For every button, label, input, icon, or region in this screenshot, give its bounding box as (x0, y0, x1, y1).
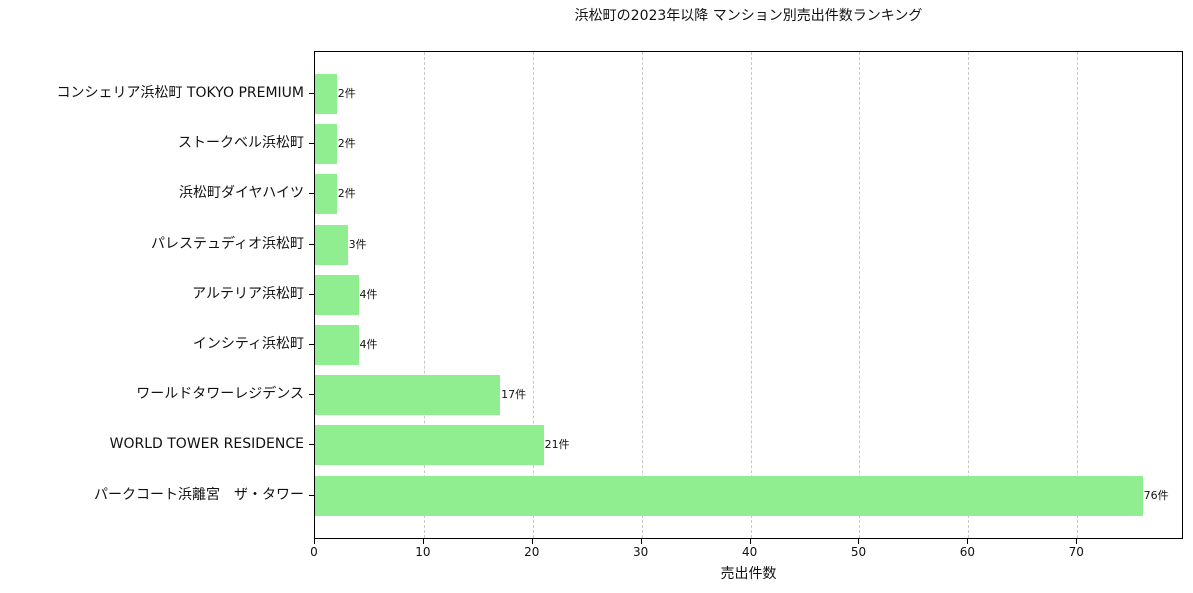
bar-value-label: 2件 (337, 87, 356, 100)
bar-value-label: 4件 (359, 287, 378, 301)
gridline (859, 52, 861, 538)
y-tick-label: パークコート浜離宮 ザ・タワー (94, 486, 304, 503)
bar (315, 325, 359, 365)
bar (315, 475, 1143, 516)
gridline (641, 52, 643, 538)
y-tick-label: コンシェリア浜松町 TOKYO PREMIUM (56, 85, 304, 101)
x-tick-label: 40 (741, 545, 758, 559)
bar-value-label: 21件 (544, 438, 570, 452)
bar (315, 74, 337, 114)
y-tick-label: ストークベル浜松町 (178, 135, 304, 152)
x-tick-label: 50 (850, 545, 867, 559)
x-tick-label: 0 (310, 545, 318, 559)
y-tick-label: アルテリア浜松町 (192, 285, 304, 302)
bar (315, 224, 348, 265)
x-tick (314, 539, 315, 544)
x-tick-label: 20 (524, 545, 540, 559)
x-tick (640, 539, 642, 544)
x-tick-label: 10 (415, 545, 431, 559)
bar-value-label: 2件 (337, 137, 356, 151)
y-tick (309, 394, 314, 396)
bar (315, 425, 544, 466)
gridline (423, 52, 425, 538)
y-tick-label: パレステュディオ浜松町 (150, 235, 304, 252)
x-tick (967, 539, 969, 544)
x-tick (422, 539, 424, 544)
bar-value-label: 17件 (501, 388, 527, 402)
bar-value-label: 3件 (348, 237, 367, 251)
y-tick (309, 293, 314, 295)
gridline (750, 52, 752, 538)
x-axis-label: 売出件数 (720, 566, 777, 582)
x-tick-label: 60 (959, 545, 976, 559)
y-tick-label: 浜松町ダイヤハイツ (178, 185, 304, 202)
y-tick-label: WORLD TOWER RESIDENCE (109, 436, 304, 453)
bar (315, 124, 337, 165)
bar-value-label: 4件 (359, 338, 378, 351)
y-tick-label: ワールドタワーレジデンス (136, 386, 304, 403)
chart-title: 浜松町の2023年以降 マンション別売出件数ランキング (574, 8, 923, 24)
bar-value-label: 2件 (337, 187, 356, 201)
bar (315, 274, 359, 315)
y-tick (309, 444, 314, 446)
y-tick (309, 344, 314, 345)
x-tick (858, 539, 860, 544)
y-tick (309, 494, 314, 496)
x-tick (1076, 539, 1078, 544)
x-tick (531, 539, 533, 544)
y-tick (309, 93, 314, 94)
gridline (1077, 52, 1079, 538)
x-tick (749, 539, 751, 544)
y-tick (309, 243, 314, 245)
gridline (532, 52, 534, 538)
bar (315, 174, 337, 215)
y-tick (309, 193, 314, 195)
y-tick-label: インシティ浜松町 (192, 336, 304, 352)
x-tick-label: 70 (1068, 545, 1084, 559)
x-tick-label: 30 (633, 545, 649, 559)
y-tick (309, 143, 314, 145)
bar (315, 375, 501, 416)
gridline (968, 52, 970, 538)
plot-area: 2件 2件 2件 3件 4件 4件 17件 21件 76件 (314, 51, 1183, 539)
bar-value-label: 76件 (1143, 488, 1169, 502)
